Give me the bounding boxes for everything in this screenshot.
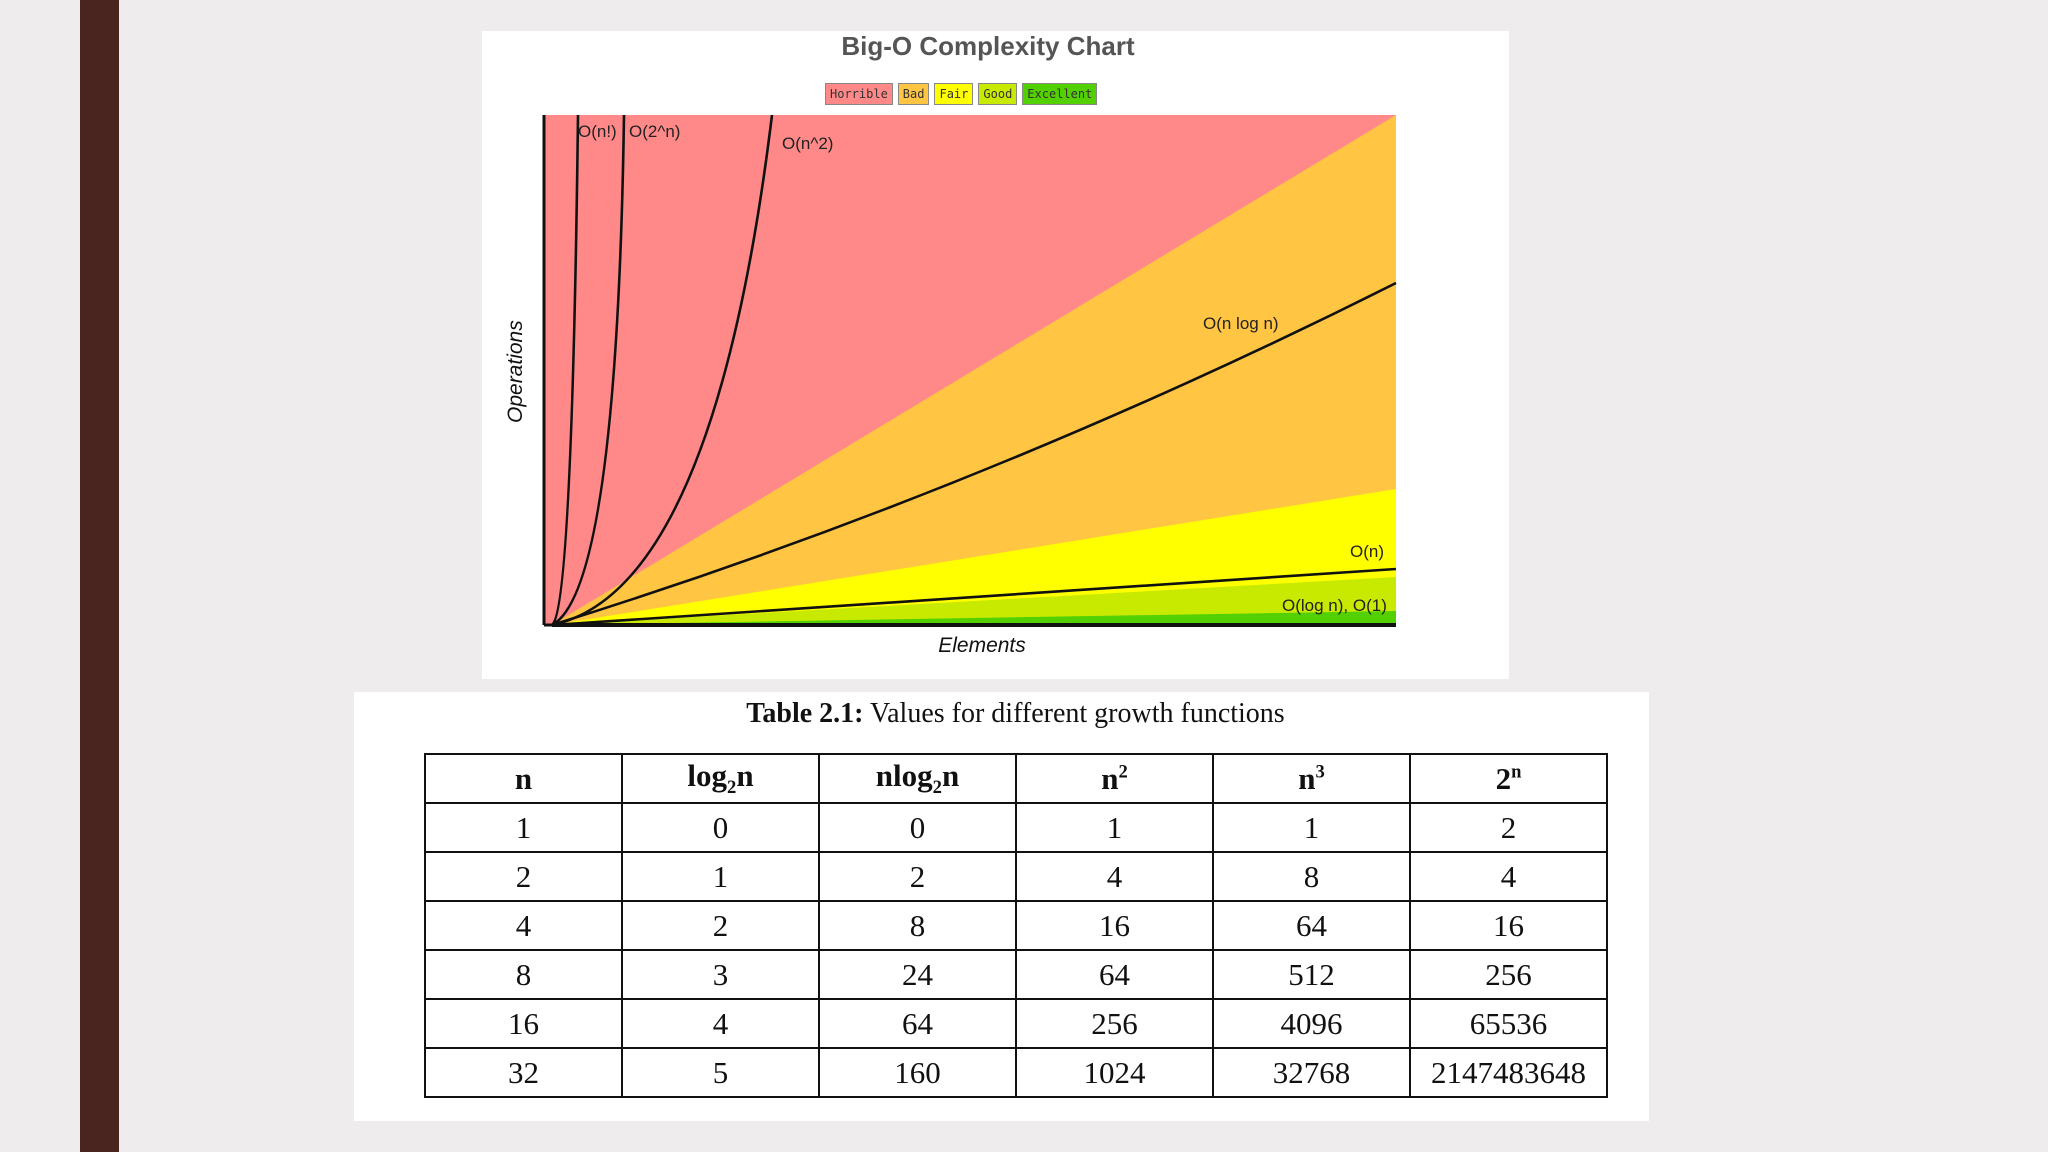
table-row: 8 3 24 64 512 256 xyxy=(424,949,1608,1000)
table-cell: 64 xyxy=(818,998,1017,1049)
curve-label-log-constant: O(log n), O(1) xyxy=(1282,596,1387,615)
table-cell: 4096 xyxy=(1212,998,1411,1049)
table-caption-number: Table 2.1: xyxy=(746,698,864,729)
header-base: 2 xyxy=(1495,760,1512,796)
table-cell: 4 xyxy=(1015,851,1214,902)
header-tail: n xyxy=(941,757,960,793)
curve-label-n-log-n: O(n log n) xyxy=(1203,314,1279,333)
table-cell: 16 xyxy=(424,998,623,1049)
table-cell: 1 xyxy=(424,802,623,853)
table-cell: 160 xyxy=(818,1047,1017,1098)
table-cell: 64 xyxy=(1015,949,1214,1000)
table-cell: 16 xyxy=(1409,900,1608,951)
table-row: 4 2 8 16 64 16 xyxy=(424,900,1608,951)
table-header-cell: log2n xyxy=(621,753,820,804)
table-cell: 32768 xyxy=(1212,1047,1411,1098)
table-body: 1 0 0 1 1 2 2 1 2 4 8 4 4 2 8 16 64 16 8 3 24 64 512 256 16 4 64 25… xyxy=(424,802,1608,1098)
table-cell: 2 xyxy=(424,851,623,902)
region-good xyxy=(552,577,1396,625)
slide-side-bar xyxy=(80,0,119,1152)
header-base: nlog xyxy=(875,757,933,793)
curve-label-quadratic: O(n^2) xyxy=(782,134,833,153)
legend-chip-bad: Bad xyxy=(897,83,930,105)
growth-table-panel: Table 2.1: Values for different growth f… xyxy=(354,692,1649,1121)
table-cell: 8 xyxy=(1212,851,1411,902)
curve-linear xyxy=(551,567,1397,627)
legend-chip-excellent: Excellent xyxy=(1022,83,1098,105)
table-cell: 4 xyxy=(1409,851,1608,902)
header-sup: 2 xyxy=(1118,761,1128,783)
curve-exponential xyxy=(551,114,626,627)
region-excellent xyxy=(552,611,1396,625)
complexity-plot: O(n!) O(2^n) O(n^2) O(n log n) O(n) O(lo… xyxy=(542,114,1397,627)
legend-chip-horrible: Horrible xyxy=(825,83,893,105)
curve-n-log-n xyxy=(551,281,1397,627)
header-base: n xyxy=(1101,760,1119,796)
table-cell: 32 xyxy=(424,1047,623,1098)
table-cell: 2147483648 xyxy=(1409,1047,1608,1098)
table-header-row: n log2n nlog2n n2 n3 2n xyxy=(424,753,1608,804)
table-cell: 2 xyxy=(621,900,820,951)
chart-legend: Horrible Bad Fair Good Excellent xyxy=(825,83,1098,105)
curve-factorial xyxy=(551,114,580,627)
table-caption-text: Values for different growth functions xyxy=(863,698,1285,729)
table-cell: 256 xyxy=(1409,949,1608,1000)
table-header-cell: 2n xyxy=(1409,753,1608,804)
table-cell: 8 xyxy=(818,900,1017,951)
table-cell: 2 xyxy=(818,851,1017,902)
table-header-cell: nlog2n xyxy=(818,753,1017,804)
table-header-cell: n xyxy=(424,753,623,804)
table-cell: 512 xyxy=(1212,949,1411,1000)
y-axis-label: Operations xyxy=(504,320,527,423)
table-cell: 16 xyxy=(1015,900,1214,951)
table-cell: 8 xyxy=(424,949,623,1000)
table-cell: 2 xyxy=(1409,802,1608,853)
table-cell: 64 xyxy=(1212,900,1411,951)
table-cell: 3 xyxy=(621,949,820,1000)
table-header-cell: n2 xyxy=(1015,753,1214,804)
header-base: n xyxy=(514,760,533,796)
header-sub: 2 xyxy=(932,777,942,799)
curve-quadratic xyxy=(551,114,774,627)
table-cell: 5 xyxy=(621,1047,820,1098)
table-cell: 4 xyxy=(621,998,820,1049)
legend-chip-good: Good xyxy=(978,83,1018,105)
table-row: 16 4 64 256 4096 65536 xyxy=(424,998,1608,1049)
table-cell: 0 xyxy=(621,802,820,853)
table-cell: 65536 xyxy=(1409,998,1608,1049)
growth-functions-table: n log2n nlog2n n2 n3 2n 1 0 0 1 1 2 2 1 2 4 8 4 4 2 8 16 64 16… xyxy=(424,753,1608,1098)
curve-label-exponential: O(2^n) xyxy=(629,122,680,141)
table-cell: 4 xyxy=(424,900,623,951)
table-cell: 1 xyxy=(621,851,820,902)
chart-title: Big-O Complexity Chart xyxy=(841,31,1135,61)
header-base: log xyxy=(687,757,728,793)
curve-label-factorial: O(n!) xyxy=(578,122,617,141)
header-sup: 3 xyxy=(1315,761,1325,783)
table-cell: 24 xyxy=(818,949,1017,1000)
region-bad xyxy=(552,115,1396,625)
x-axis-label: Elements xyxy=(938,634,1026,657)
table-cell: 1 xyxy=(1212,802,1411,853)
curve-label-linear: O(n) xyxy=(1350,542,1384,561)
big-o-chart-panel: Big-O Complexity Chart Horrible Bad Fair… xyxy=(482,31,1509,679)
legend-chip-fair: Fair xyxy=(934,83,974,105)
table-header-cell: n3 xyxy=(1212,753,1411,804)
header-sup: n xyxy=(1511,761,1522,783)
table-row: 32 5 160 1024 32768 2147483648 xyxy=(424,1047,1608,1098)
table-cell: 1024 xyxy=(1015,1047,1214,1098)
table-cell: 1 xyxy=(1015,802,1214,853)
header-sub: 2 xyxy=(727,777,737,799)
table-cell: 0 xyxy=(818,802,1017,853)
header-tail: n xyxy=(736,757,754,793)
header-base: n xyxy=(1298,760,1316,796)
table-caption: Table 2.1: Values for different growth f… xyxy=(354,698,1677,730)
table-cell: 256 xyxy=(1015,998,1214,1049)
